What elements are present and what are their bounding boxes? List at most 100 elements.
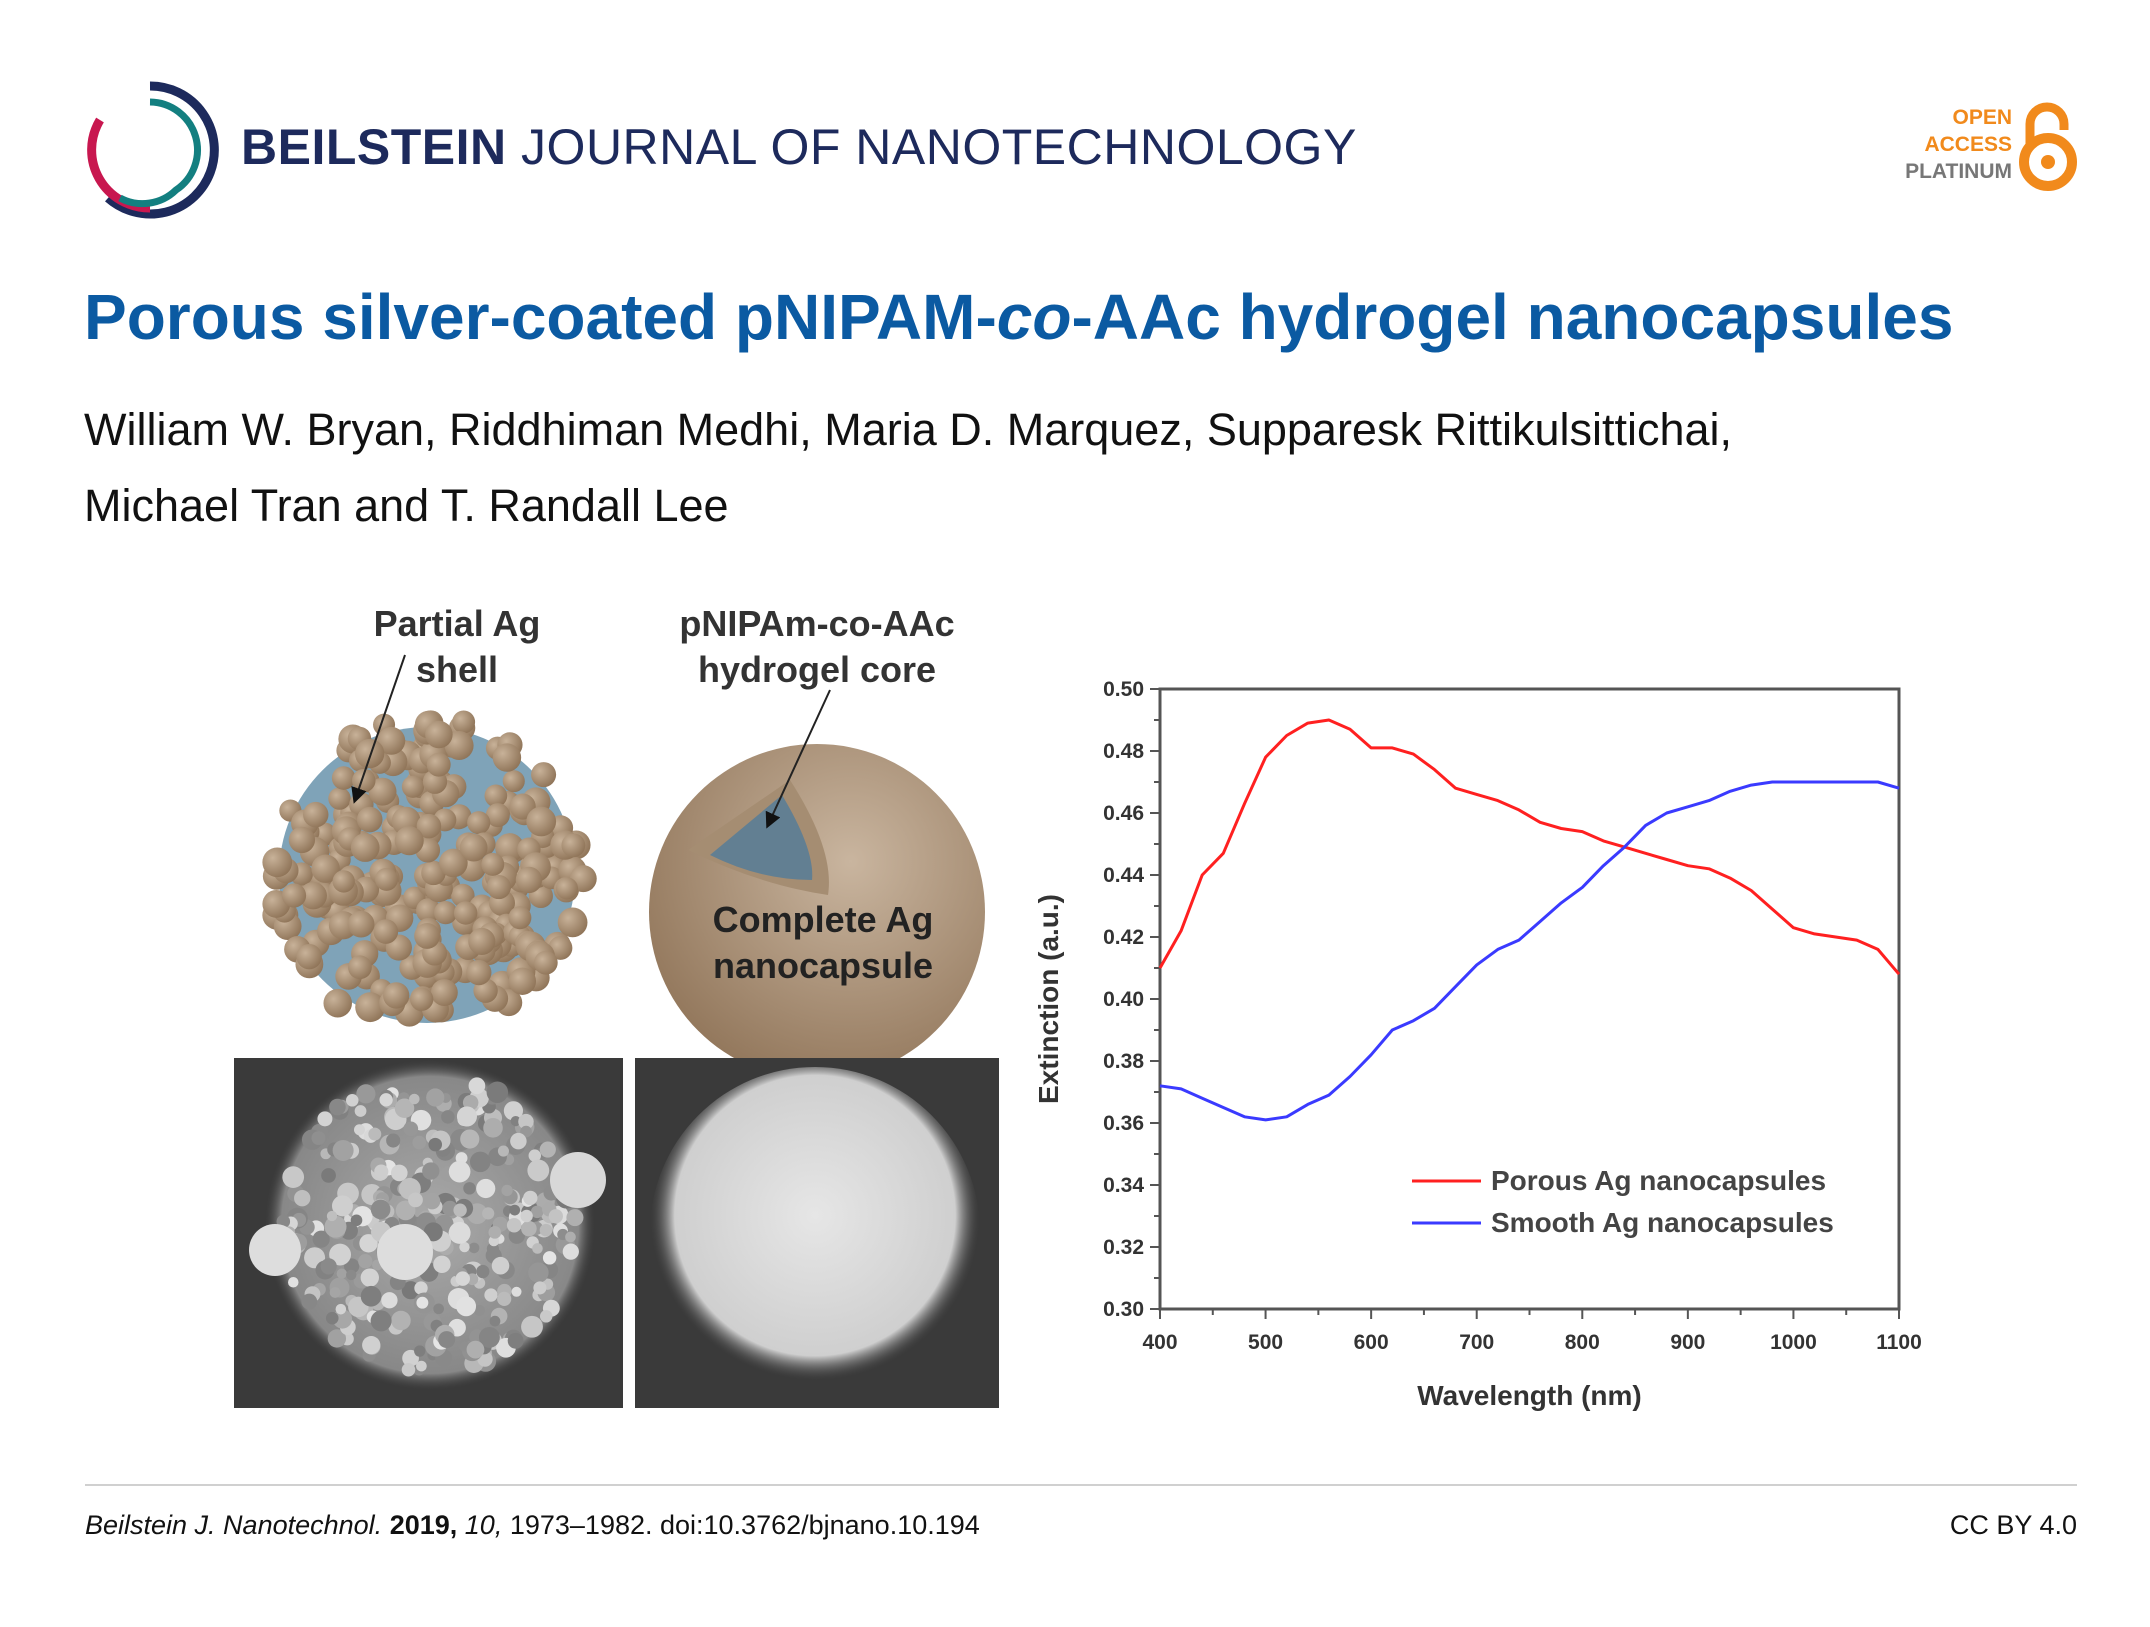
silver-bead bbox=[495, 833, 525, 863]
sem-particle bbox=[511, 1286, 522, 1297]
sem-particle bbox=[402, 1349, 419, 1367]
sem-particle bbox=[329, 1243, 351, 1266]
citation-doi: 1973–1982. doi:10.3762/bjnano.10.194 bbox=[509, 1510, 980, 1540]
silver-bead bbox=[281, 883, 307, 908]
silver-bead bbox=[328, 787, 351, 810]
sem-particle bbox=[433, 1303, 444, 1315]
silver-bead bbox=[557, 907, 588, 938]
y-tick-label: 0.44 bbox=[1103, 864, 1144, 887]
silver-bead bbox=[555, 877, 579, 900]
silver-bead bbox=[383, 982, 410, 1009]
silver-bead bbox=[531, 762, 557, 788]
sem-particle bbox=[312, 1230, 330, 1248]
sem-particle bbox=[374, 1164, 389, 1179]
silver-bead bbox=[303, 801, 329, 828]
sem-particle bbox=[422, 1162, 440, 1180]
sem-particle bbox=[336, 1268, 347, 1279]
sem-particle bbox=[542, 1251, 557, 1265]
silver-bead bbox=[416, 813, 442, 839]
y-tick-label: 0.40 bbox=[1103, 988, 1144, 1011]
silver-bead bbox=[394, 826, 424, 856]
author-list: William W. Bryan, Riddhiman Medhi, Maria… bbox=[84, 392, 2084, 544]
legend-label: Smooth Ag nanocapsules bbox=[1491, 1207, 1834, 1238]
sem-particle bbox=[326, 1210, 338, 1222]
sem-particle bbox=[501, 1184, 513, 1197]
sem-particle bbox=[497, 1291, 512, 1306]
y-tick-label: 0.42 bbox=[1103, 926, 1144, 949]
journal-name-bold: BEILSTEIN bbox=[241, 119, 507, 175]
silver-bead bbox=[401, 775, 425, 798]
sem-image-smooth bbox=[635, 1058, 999, 1408]
sem-particle bbox=[509, 1204, 521, 1216]
sem-particle bbox=[459, 1241, 470, 1253]
sem-particle bbox=[532, 1243, 543, 1254]
sem-particle bbox=[469, 1151, 491, 1173]
silver-bead bbox=[486, 874, 511, 900]
sem-particle bbox=[510, 1132, 527, 1150]
sem-particle bbox=[491, 1256, 510, 1275]
badge-platinum: PLATINUM bbox=[1905, 160, 2012, 183]
y-tick-label: 0.34 bbox=[1103, 1174, 1144, 1197]
badge-open: OPEN bbox=[1952, 106, 2012, 129]
silver-bead bbox=[508, 906, 532, 930]
silver-bead bbox=[439, 848, 468, 878]
sem-particle bbox=[510, 1115, 521, 1127]
x-axis-label: Wavelength (nm) bbox=[1417, 1380, 1642, 1411]
silver-bead bbox=[348, 955, 372, 980]
sem-particle bbox=[438, 1331, 456, 1349]
sem-particle bbox=[521, 1315, 543, 1338]
series-line-1 bbox=[1159, 780, 1900, 1122]
x-tick-label: 1100 bbox=[1876, 1331, 1922, 1354]
y-axis-label: Extinction (a.u.) bbox=[1033, 894, 1064, 1104]
silver-bead bbox=[533, 950, 558, 975]
sem-particle bbox=[539, 1223, 553, 1237]
x-tick-label: 500 bbox=[1248, 1331, 1283, 1354]
y-tick-label: 0.38 bbox=[1103, 1050, 1144, 1073]
sem-particle bbox=[332, 1309, 353, 1329]
sem-particle bbox=[329, 1098, 346, 1116]
y-tick-label: 0.36 bbox=[1103, 1112, 1144, 1135]
extinction-chart: 400 500 600 700 800 900 1000 1100 0.30 0.32 0.34 0.… bbox=[1033, 678, 1922, 1411]
sem-particle bbox=[353, 1124, 365, 1136]
sem-particle bbox=[350, 1214, 363, 1227]
sem-particle bbox=[332, 1139, 354, 1161]
sem-particle bbox=[360, 1285, 382, 1307]
sem-particle bbox=[520, 1209, 533, 1223]
sem-particle bbox=[320, 1258, 337, 1275]
sem-particle bbox=[528, 1262, 549, 1283]
sem-particle bbox=[288, 1276, 299, 1288]
silver-bead bbox=[347, 910, 375, 938]
sem-particle bbox=[562, 1243, 579, 1260]
silver-bead bbox=[414, 923, 441, 949]
silver-bead bbox=[515, 866, 543, 894]
sem-particle bbox=[539, 1141, 556, 1158]
sem-particle bbox=[428, 1137, 443, 1152]
sem-particle bbox=[468, 1077, 486, 1095]
silver-bead bbox=[430, 979, 458, 1006]
sem-particle bbox=[329, 1287, 341, 1298]
silver-bead bbox=[425, 720, 453, 749]
sem-particle bbox=[395, 1200, 416, 1221]
sem-particle bbox=[566, 1209, 584, 1227]
silver-bead bbox=[526, 806, 557, 837]
license: CC BY 4.0 bbox=[1949, 1510, 2077, 1540]
x-tick-label: 800 bbox=[1565, 1331, 1600, 1354]
sem-particle bbox=[327, 1329, 347, 1348]
footer-divider bbox=[85, 1484, 2077, 1486]
citation: Beilstein J. Nanotechnol. 2019, 10, 1973… bbox=[85, 1510, 980, 1541]
sem-particle bbox=[527, 1159, 550, 1182]
open-access-badge: OPEN ACCESS PLATINUM bbox=[1860, 104, 2012, 185]
sem-particle bbox=[282, 1166, 305, 1188]
sem-particle bbox=[358, 1254, 373, 1269]
silver-bead bbox=[377, 726, 406, 755]
sem-particle bbox=[414, 1281, 428, 1295]
sem-particle bbox=[441, 1110, 455, 1124]
sem-particle bbox=[386, 1133, 401, 1148]
sem-particle bbox=[311, 1131, 326, 1146]
sem-particle bbox=[370, 1310, 392, 1332]
sem-particle bbox=[460, 1129, 480, 1149]
sem-particle bbox=[416, 1296, 429, 1309]
label-partial-shell-2: shell bbox=[416, 649, 498, 690]
silver-bead bbox=[481, 852, 505, 876]
